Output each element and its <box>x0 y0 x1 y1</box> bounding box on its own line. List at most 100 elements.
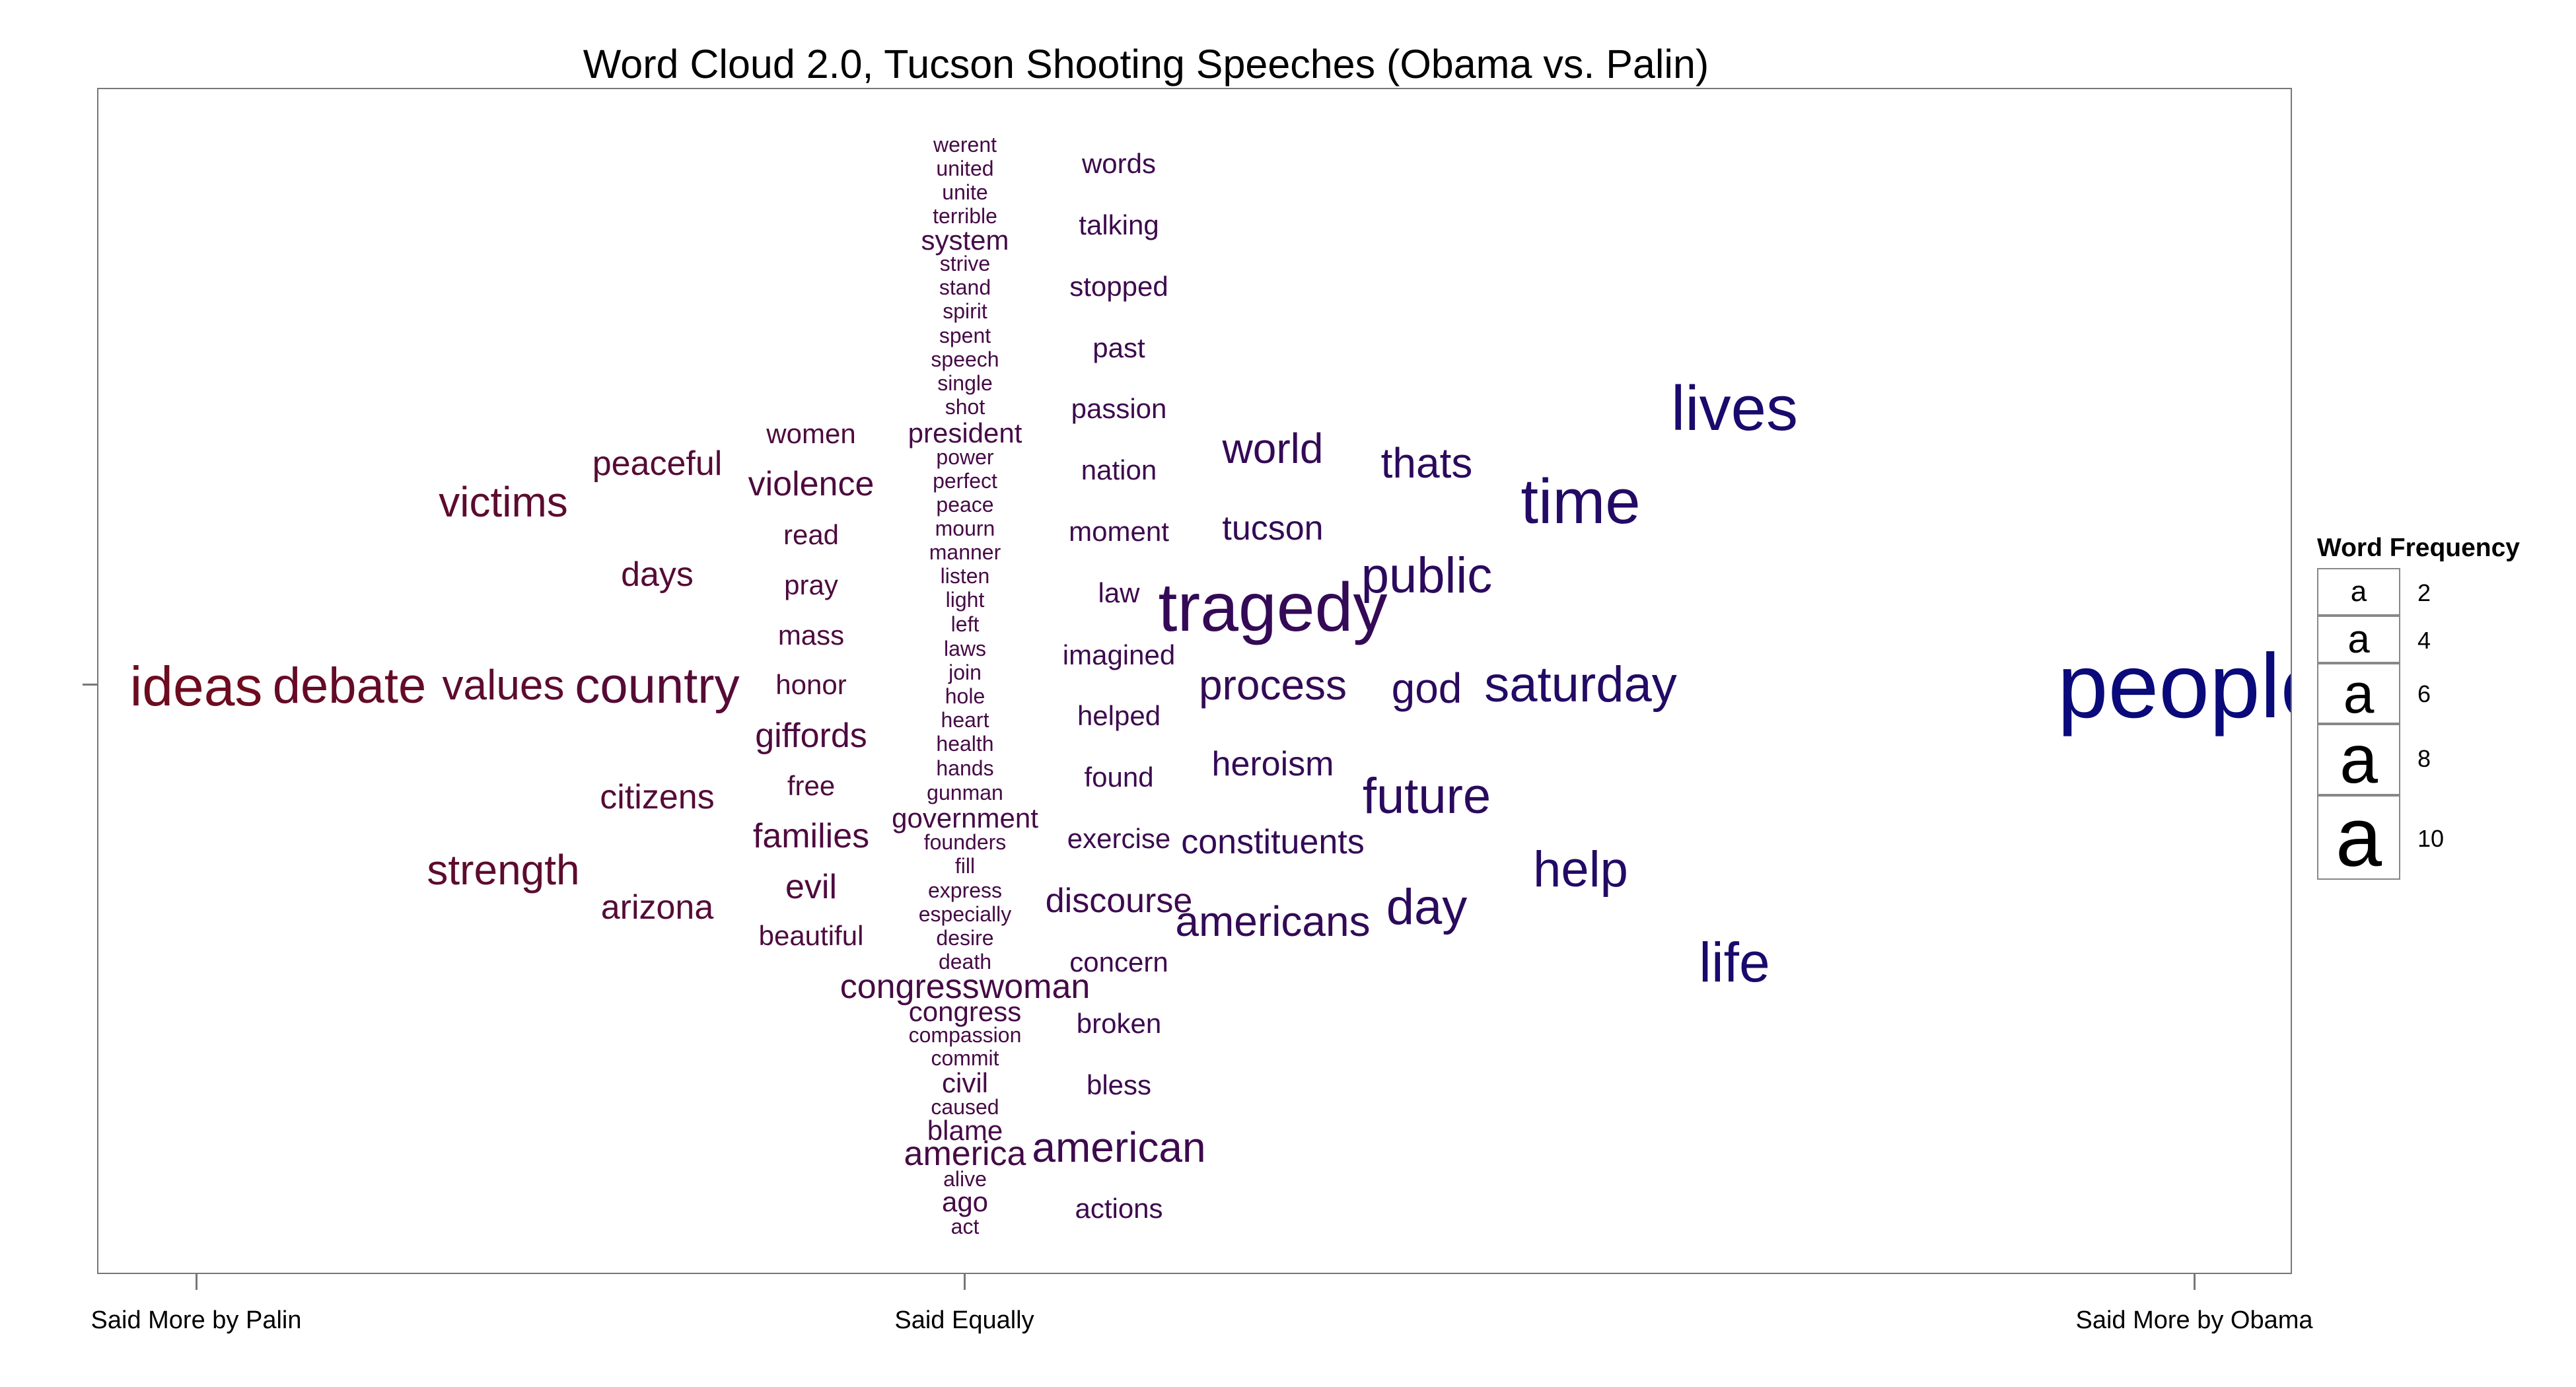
word-spent: spent <box>939 324 991 347</box>
word-alive: alive <box>943 1167 987 1191</box>
word-violence: violence <box>748 465 875 503</box>
word-helped: helped <box>1077 700 1161 731</box>
x-tick-palin <box>196 1274 197 1290</box>
word-nation: nation <box>1081 454 1157 485</box>
word-power: power <box>936 445 994 469</box>
legend-swatch-10: a <box>2317 795 2400 880</box>
word-broken: broken <box>1076 1008 1162 1039</box>
word-manner: manner <box>929 540 1001 564</box>
word-passion: passion <box>1071 393 1167 424</box>
word-lives: lives <box>1670 373 1799 444</box>
word-world: world <box>1222 425 1324 472</box>
word-debate: debate <box>272 658 427 714</box>
word-strength: strength <box>427 846 580 894</box>
legend-swatch-6: a <box>2317 663 2400 724</box>
word-laws: laws <box>943 637 987 660</box>
word-express: express <box>927 878 1003 902</box>
word-heart: heart <box>941 708 989 732</box>
chart-title: Word Cloud 2.0, Tucson Shooting Speeches… <box>583 42 1709 87</box>
legend-value-4: 4 <box>2417 627 2431 654</box>
legend-value-8: 8 <box>2417 745 2431 772</box>
word-country: country <box>575 658 740 714</box>
y-axis-tick <box>83 684 97 686</box>
x-tick-obama <box>2194 1274 2196 1290</box>
legend-value-2: 2 <box>2417 579 2431 606</box>
word-exercise: exercise <box>1067 823 1171 854</box>
word-congresswoman: congresswoman <box>840 968 1091 1006</box>
word-hands: hands <box>936 756 994 780</box>
word-process: process <box>1198 661 1347 709</box>
word-death: death <box>938 950 992 974</box>
legend-value-6: 6 <box>2417 680 2431 707</box>
word-law: law <box>1098 577 1140 608</box>
word-discourse: discourse <box>1045 882 1193 920</box>
word-ideas: ideas <box>129 655 263 717</box>
word-heroism: heroism <box>1211 745 1334 783</box>
word-help: help <box>1533 841 1628 898</box>
word-speech: speech <box>931 347 999 371</box>
word-bless: bless <box>1086 1069 1152 1100</box>
word-talking: talking <box>1079 209 1159 240</box>
word-actions: actions <box>1075 1193 1163 1224</box>
x-tick-label-equal: Said Equally <box>894 1306 1034 1334</box>
word-ago: ago <box>941 1186 989 1217</box>
word-found: found <box>1084 762 1154 793</box>
word-god: god <box>1391 664 1462 712</box>
word-perfect: perfect <box>933 469 997 493</box>
word-stand: stand <box>939 275 991 299</box>
word-stopped: stopped <box>1069 271 1168 302</box>
word-hole: hole <box>945 684 985 708</box>
word-act: act <box>950 1215 980 1238</box>
x-tick-label-obama: Said More by Obama <box>2075 1306 2313 1334</box>
word-shot: shot <box>945 395 985 419</box>
word-free: free <box>787 770 836 801</box>
word-pray: pray <box>784 569 838 600</box>
word-american: american <box>1032 1123 1206 1171</box>
word-past: past <box>1092 332 1145 363</box>
word-fill: fill <box>954 854 976 878</box>
x-tick-label-palin: Said More by Palin <box>90 1306 302 1334</box>
word-left: left <box>950 612 980 636</box>
word-desire: desire <box>936 926 994 950</box>
word-peaceful: peaceful <box>592 445 723 483</box>
word-women: women <box>766 418 856 449</box>
word-spirit: spirit <box>943 299 987 323</box>
word-government: government <box>892 802 1038 834</box>
word-listen: listen <box>940 564 990 588</box>
word-day: day <box>1386 879 1468 935</box>
word-civil: civil <box>942 1067 988 1098</box>
word-arizona: arizona <box>600 888 714 927</box>
word-honor: honor <box>775 669 847 700</box>
word-words: words <box>1081 148 1157 179</box>
word-peace: peace <box>936 493 994 516</box>
word-concern: concern <box>1069 946 1168 978</box>
word-days: days <box>621 555 694 594</box>
legend-value-10: 10 <box>2417 825 2445 852</box>
word-congress: congress <box>908 996 1022 1027</box>
word-united: united <box>936 157 994 180</box>
word-tragedy: tragedy <box>1158 569 1388 646</box>
word-mourn: mourn <box>935 516 995 540</box>
word-values: values <box>442 661 565 709</box>
legend-swatch-4: a <box>2317 616 2400 663</box>
legend-title: Word Frequency <box>2317 534 2520 562</box>
word-families: families <box>752 817 870 855</box>
word-thats: thats <box>1380 439 1473 487</box>
word-unite: unite <box>942 180 988 204</box>
word-imagined: imagined <box>1062 639 1176 670</box>
word-strive: strive <box>939 252 991 275</box>
word-life: life <box>1699 931 1770 993</box>
x-tick-equal <box>964 1274 966 1290</box>
word-people: people <box>2057 635 2291 737</box>
word-citizens: citizens <box>600 778 715 816</box>
word-constituents: constituents <box>1181 823 1365 861</box>
word-terrible: terrible <box>933 204 997 228</box>
word-victims: victims <box>439 478 568 526</box>
word-read: read <box>783 519 840 550</box>
word-werent: werent <box>933 133 997 157</box>
word-future: future <box>1362 768 1491 824</box>
word-system: system <box>921 225 1009 256</box>
word-founders: founders <box>923 830 1007 854</box>
word-tucson: tucson <box>1222 509 1324 548</box>
